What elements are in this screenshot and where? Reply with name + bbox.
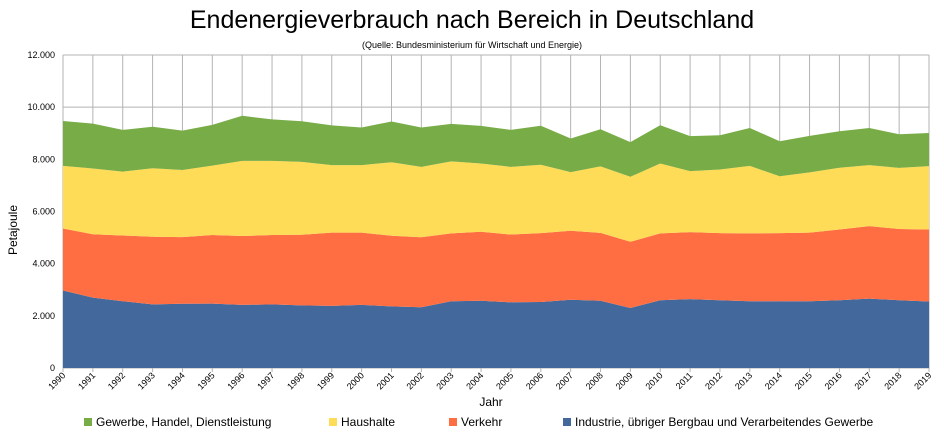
legend-swatch [329,418,337,426]
x-tick-label: 2018 [882,370,903,391]
legend-label: Haushalte [341,415,396,429]
x-tick-label: 2016 [823,370,844,391]
x-axis-ticks: 1990 1991 1992 1993 1994 1995 1996 1997 1998 1999… [46,370,933,391]
x-tick-label: 1993 [136,370,157,391]
x-tick-label: 2002 [405,370,426,391]
stacked-areas [63,115,929,368]
y-tick-label: 0 [50,363,55,373]
x-tick-label: 2001 [375,370,396,391]
y-axis-label: Petajoule [6,205,20,255]
legend-label: Verkehr [461,415,503,429]
y-tick-label: 2.000 [32,311,55,321]
legend-label: Gewerbe, Handel, Dienstleistung [96,415,272,429]
y-tick-label: 12.000 [27,50,55,60]
x-tick-label: 2010 [643,370,664,391]
x-tick-label: 2017 [852,370,873,391]
y-tick-label: 4.000 [32,259,55,269]
x-tick-label: 1999 [315,370,336,391]
x-tick-label: 2000 [345,370,366,391]
x-tick-label: 2007 [554,370,575,391]
x-axis-label: Jahr [479,395,502,409]
x-tick-label: 1994 [166,370,187,391]
legend: Gewerbe, Handel, Dienstleistung Haushalte… [0,415,944,433]
legend-item: Verkehr [449,415,502,429]
area-series-0 [63,290,929,368]
x-tick-label: 1991 [76,370,97,391]
legend-item: Industrie, übriger Bergbau und Verarbeit… [563,415,873,429]
x-tick-label: 2005 [494,370,515,391]
chart-title: Endenergieverbrauch nach Bereich in Deut… [189,6,755,34]
x-tick-label: 2009 [614,370,635,391]
legend-label: Industrie, übriger Bergbau und Verarbeit… [575,415,874,429]
x-tick-label: 2014 [763,370,784,391]
y-tick-label: 10.000 [27,102,55,112]
x-tick-label: 2012 [703,370,724,391]
y-tick-label: 6.000 [32,207,55,217]
legend-item: Gewerbe, Handel, Dienstleistung [84,415,271,429]
legend-swatch [84,418,92,426]
x-tick-label: 2015 [793,370,814,391]
legend-swatch [563,418,571,426]
x-tick-label: 1995 [195,370,216,391]
x-tick-label: 1992 [106,370,127,391]
x-tick-label: 2011 [674,370,695,391]
x-tick-label: 2006 [524,370,545,391]
legend-item: Haushalte [329,415,395,429]
x-tick-label: 2003 [434,370,455,391]
area-series-3 [63,115,929,177]
x-tick-label: 1997 [255,370,276,391]
x-tick-label: 1998 [285,370,306,391]
legend-swatch [449,418,457,426]
area-series-2 [63,160,929,242]
y-tick-label: 8.000 [32,154,55,164]
area-series-1 [63,226,929,308]
x-tick-label: 2004 [464,370,485,391]
x-tick-label: 2013 [733,370,754,391]
y-axis-ticks: 0 2.000 4.000 6.000 8.000 10.000 12.000 [27,50,55,373]
chart-subtitle: (Quelle: Bundesministerium für Wirtschaf… [361,40,583,50]
x-tick-label: 2008 [584,370,605,391]
x-tick-label: 1990 [46,370,67,391]
x-tick-label: 2019 [912,370,933,391]
x-tick-label: 1996 [225,370,246,391]
